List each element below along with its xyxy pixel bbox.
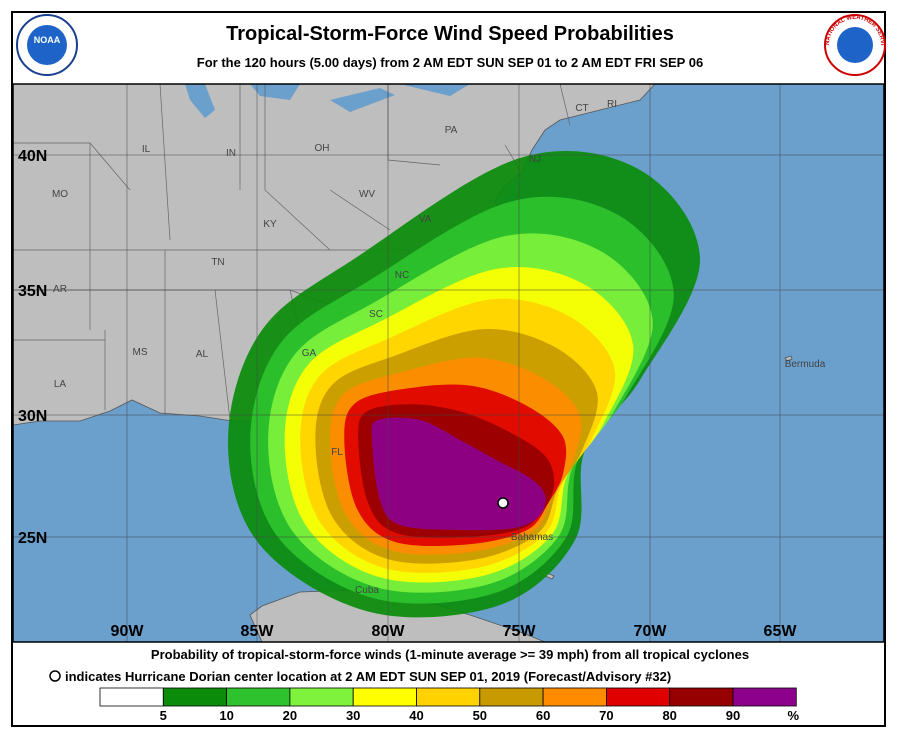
legend-label: 10: [219, 708, 233, 723]
lon-label: 70W: [634, 623, 668, 640]
place-label: RI: [607, 99, 617, 110]
legend-label: 5: [160, 708, 167, 723]
logo-text: NOAA: [34, 35, 61, 45]
lon-label: 75W: [503, 623, 537, 640]
place-label: NC: [395, 270, 409, 281]
place-label: MS: [133, 347, 148, 358]
place-label: Bahamas: [511, 532, 553, 543]
map-border: [12, 83, 885, 643]
footer-line1: Probability of tropical-storm-force wind…: [151, 647, 749, 662]
place-label: AR: [53, 284, 67, 295]
lon-label: 80W: [372, 623, 406, 640]
place-label: PA: [445, 125, 458, 136]
place-label: LA: [54, 379, 67, 390]
lon-label: 85W: [241, 623, 275, 640]
legend-swatch: [732, 687, 797, 707]
legend-label: 60: [536, 708, 550, 723]
lake: [185, 84, 470, 118]
legend-label: 30: [346, 708, 360, 723]
legend: 5 10 20 30 40 50 60 70 80 90%: [99, 687, 800, 723]
place-label: Cuba: [355, 585, 379, 596]
lat-label: 30N: [18, 408, 47, 425]
legend-swatch: [162, 687, 228, 707]
place-label: KY: [263, 219, 277, 230]
legend-swatch: [99, 687, 164, 707]
lat-label: 40N: [18, 148, 47, 165]
place-label: OH: [315, 143, 330, 154]
storm-center: [497, 497, 509, 509]
place-label: GA: [302, 348, 317, 359]
legend-swatch: [669, 687, 734, 707]
title: Tropical-Storm-Force Wind Speed Probabil…: [226, 23, 674, 45]
legend-label: 70: [599, 708, 613, 723]
legend-label: 90: [726, 708, 740, 723]
place-label: Bermuda: [785, 359, 826, 370]
legend-label: 50: [473, 708, 487, 723]
lat-label: 35N: [18, 283, 47, 300]
legend-label: 40: [409, 708, 423, 723]
legend-swatch: [226, 687, 291, 707]
legend-swatch: [606, 687, 671, 707]
legend-swatch: [416, 687, 481, 707]
legend-unit: %: [788, 708, 800, 723]
subtitle: For the 120 hours (5.00 days) from 2 AM …: [197, 55, 703, 70]
place-label: VA: [419, 214, 432, 225]
map: 40N 35N 30N 25N 90W 85W 80W 75W 70W 65W IL IN OH PA CT…: [13, 84, 884, 642]
legend-swatch: [542, 687, 607, 707]
footer-line2: indicates Hurricane Dorian center locati…: [65, 669, 671, 684]
noaa-logo: NOAA: [16, 14, 78, 76]
legend-label: 20: [283, 708, 297, 723]
place-label: SC: [369, 309, 383, 320]
place-label: WV: [359, 189, 375, 200]
place-label: NJ: [529, 154, 541, 165]
place-label: MO: [52, 189, 68, 200]
lon-label: 90W: [111, 623, 145, 640]
place-label: IL: [142, 144, 151, 155]
place-label: CT: [575, 103, 588, 114]
legend-swatch: [479, 687, 544, 707]
lat-label: 25N: [18, 530, 47, 547]
lon-label: 65W: [764, 623, 798, 640]
center-symbol: [49, 670, 61, 682]
legend-swatch: [289, 687, 354, 707]
place-label: FL: [331, 447, 343, 458]
place-label: IN: [226, 148, 236, 159]
place-label: TN: [211, 257, 224, 268]
place-label: AL: [196, 349, 209, 360]
legend-label: 80: [662, 708, 676, 723]
legend-swatch: [352, 687, 417, 707]
